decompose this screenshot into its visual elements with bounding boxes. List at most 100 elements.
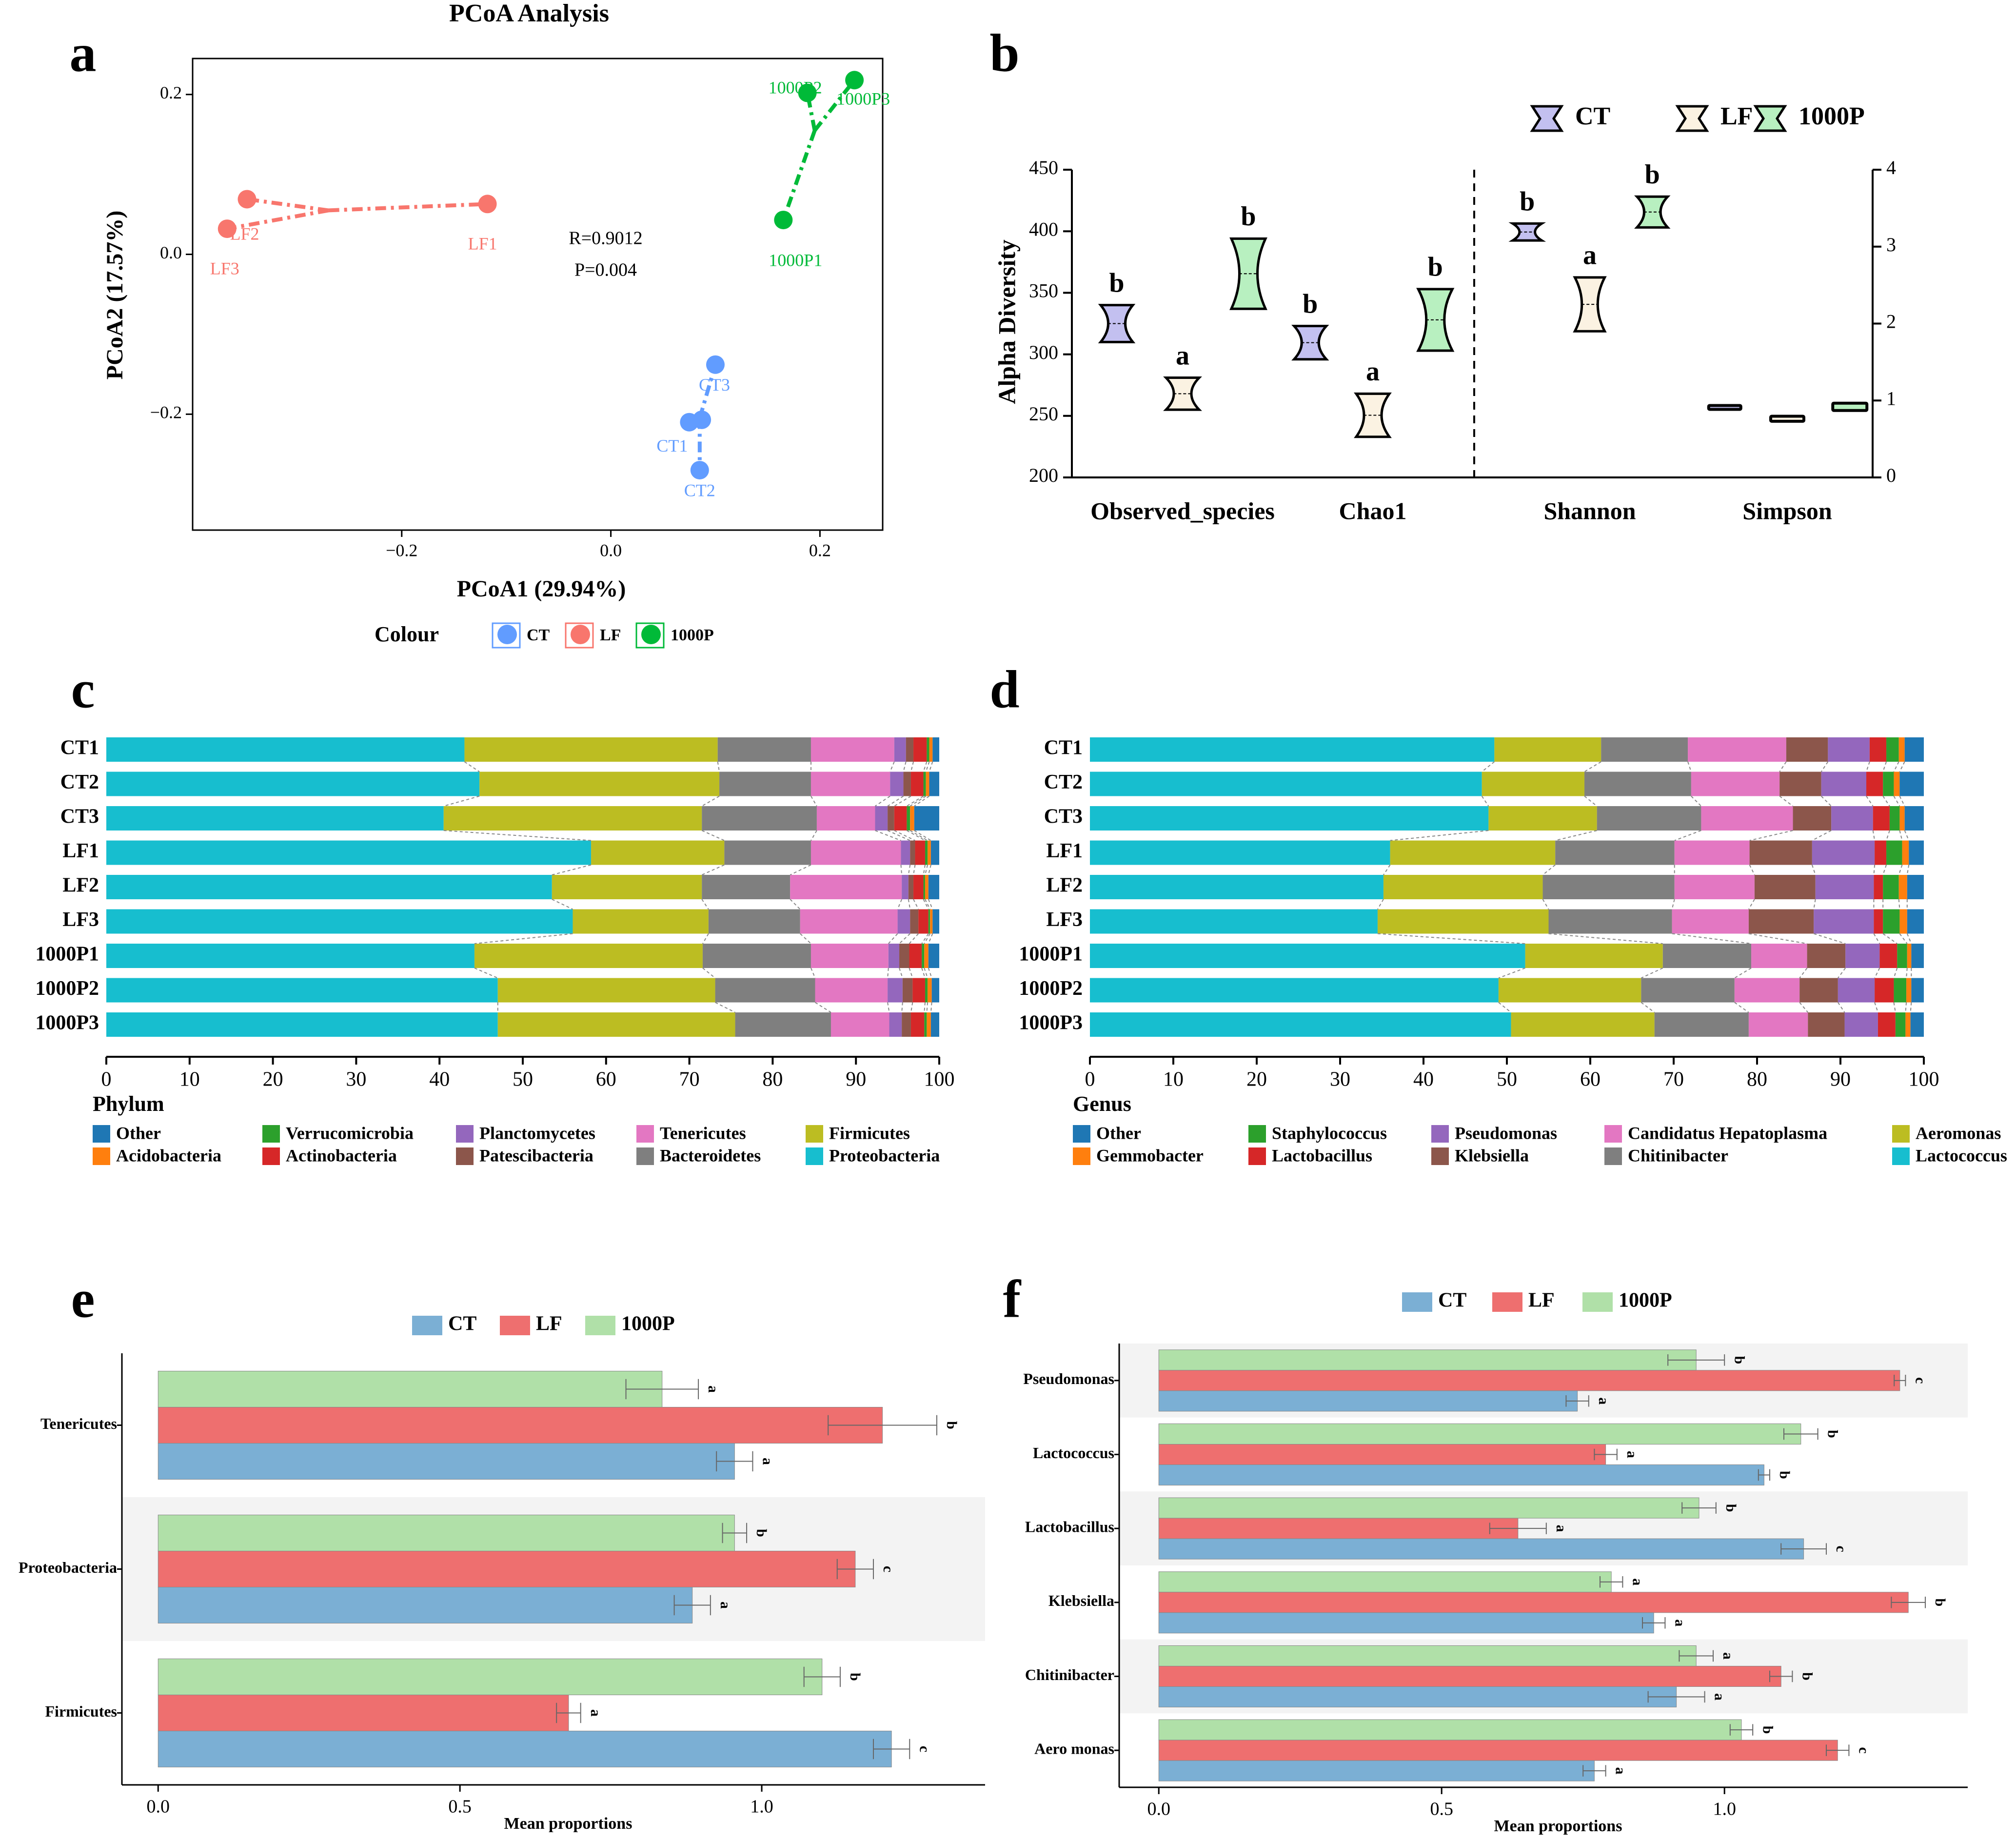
- bar: [1158, 1645, 1697, 1666]
- significance-letter: b: [847, 1673, 863, 1681]
- legend-label: Other: [116, 1123, 161, 1143]
- y-tick-label-right: 1: [1886, 387, 1896, 409]
- sample-label: LF1: [1046, 840, 1083, 862]
- category-label: Lactococcus: [1033, 1444, 1114, 1462]
- link-line: [909, 795, 927, 807]
- stack-segment: [106, 944, 474, 968]
- bar: [1158, 1760, 1595, 1781]
- stack-segment: [1902, 840, 1909, 865]
- stack-segment: [735, 1012, 831, 1037]
- link-line: [701, 899, 709, 910]
- stack-segment: [591, 840, 725, 865]
- stack-segment: [909, 944, 922, 968]
- link-line: [901, 1002, 903, 1013]
- x-tick-label: −0.2: [386, 540, 417, 560]
- link-line: [1899, 761, 1905, 772]
- legend-key: [1530, 105, 1564, 132]
- stack-segment: [1845, 944, 1880, 968]
- link-line: [1811, 865, 1816, 875]
- bar: [1158, 1370, 1900, 1391]
- link-line: [1548, 933, 1663, 944]
- link-line: [894, 830, 915, 841]
- y-tick-label-left: 400: [1029, 218, 1058, 240]
- y-tick-label-left: 200: [1029, 464, 1058, 486]
- link-line: [913, 899, 919, 910]
- x-tick-label: 100: [924, 1068, 955, 1091]
- legend-swatch: [1604, 1125, 1622, 1143]
- violin: [1769, 415, 1805, 423]
- link-line: [1640, 968, 1663, 979]
- category-label: Observed_species: [1090, 497, 1275, 524]
- y-tick-label-left: 450: [1029, 157, 1058, 178]
- stack-segment: [897, 909, 910, 934]
- stack-segment: [1786, 737, 1828, 762]
- bar: [1158, 1464, 1764, 1485]
- link-line: [1377, 899, 1384, 910]
- link-line: [1640, 1002, 1655, 1013]
- data-point: [774, 211, 793, 230]
- sample-label: CT3: [1044, 806, 1083, 828]
- stack-segment: [702, 944, 811, 968]
- legend-swatch: [636, 1125, 654, 1143]
- stack-segment: [106, 806, 444, 831]
- stack-segment: [1488, 806, 1597, 831]
- y-axis-label: Alpha Diversity: [993, 239, 1020, 404]
- sample-label: CT2: [1044, 771, 1083, 793]
- link-line: [1687, 761, 1692, 772]
- legend-swatch: [1073, 1125, 1090, 1143]
- stack-segment: [1879, 944, 1897, 968]
- link-line: [1893, 795, 1900, 807]
- x-tick-label: 20: [263, 1068, 283, 1091]
- link-line: [1482, 761, 1495, 772]
- stack-segment: [1831, 806, 1873, 831]
- legend-label: Firmicutes: [829, 1123, 910, 1143]
- link-line: [474, 968, 498, 979]
- point-label: LF3: [210, 258, 239, 278]
- link-line: [1584, 795, 1598, 807]
- link-line: [1734, 968, 1752, 979]
- legend-label: Klebsiella: [1455, 1146, 1529, 1165]
- spider-line: [246, 197, 329, 213]
- stack-segment: [708, 909, 800, 934]
- significance-letter: b: [1303, 289, 1318, 319]
- stack-segment: [815, 978, 888, 1003]
- legend-label: LF: [1528, 1289, 1555, 1312]
- link-line: [1882, 795, 1890, 807]
- bar: [1158, 1666, 1781, 1687]
- legend-title: Genus: [1073, 1092, 1131, 1116]
- stack-segment: [1672, 909, 1749, 934]
- stack-segment: [925, 840, 928, 865]
- link-line: [1812, 830, 1832, 841]
- significance-letter: b: [1759, 1726, 1776, 1734]
- stack-segment: [924, 944, 929, 968]
- significance-letter: a: [588, 1709, 604, 1717]
- significance-letter: a: [1613, 1767, 1629, 1775]
- link-line: [1906, 933, 1912, 944]
- link-line: [800, 933, 811, 944]
- stack-segment: [926, 771, 929, 796]
- legend-dot: [641, 625, 661, 644]
- x-tick-label: 40: [1413, 1068, 1434, 1091]
- significance-letter: a: [760, 1458, 776, 1465]
- x-tick-label: 0.5: [1430, 1799, 1453, 1819]
- link-line: [1542, 864, 1556, 875]
- link-line: [1498, 968, 1525, 979]
- link-line: [887, 830, 910, 841]
- link-line: [1799, 1002, 1809, 1013]
- violin: [1707, 404, 1742, 411]
- legend-label: CT: [1575, 102, 1610, 130]
- stack-segment: [894, 806, 907, 831]
- bar: [1158, 1612, 1654, 1634]
- link-line: [1905, 1002, 1907, 1013]
- link-line: [929, 761, 933, 772]
- link-line: [908, 899, 911, 910]
- link-line: [910, 1002, 913, 1013]
- sample-label: 1000P3: [35, 1012, 99, 1034]
- legend-swatch: [262, 1125, 280, 1143]
- x-tick-label: 70: [679, 1068, 700, 1091]
- stack-segment: [1601, 737, 1688, 762]
- legend-label: Chitinibacter: [1628, 1146, 1728, 1165]
- legend-label: CT: [1438, 1289, 1466, 1312]
- legend-label: Planctomycetes: [479, 1123, 595, 1143]
- link-line: [923, 761, 928, 772]
